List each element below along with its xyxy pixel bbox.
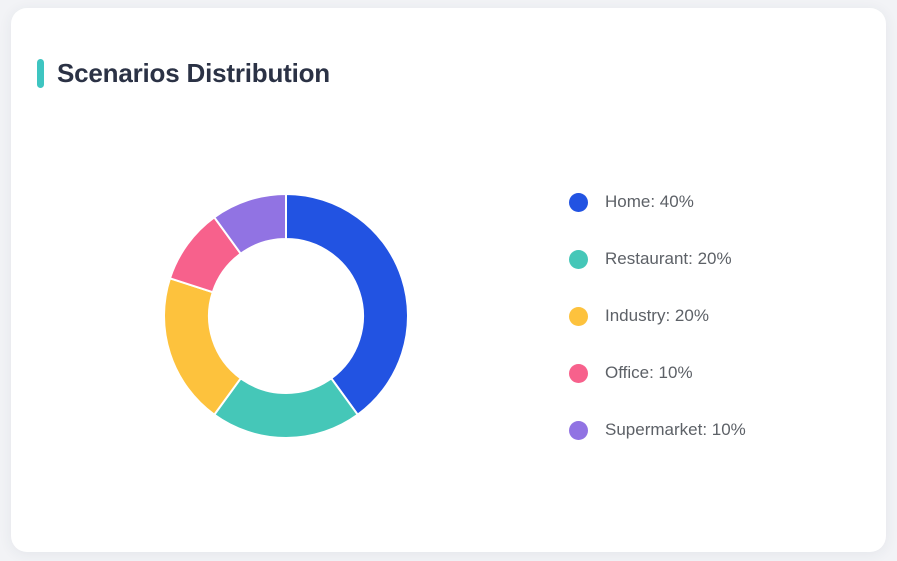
donut-segment-industry[interactable]	[163, 277, 242, 416]
legend-label-restaurant: Restaurant: 20%	[605, 249, 732, 268]
card-header: Scenarios Distribution	[37, 58, 330, 89]
donut-segment-restaurant[interactable]	[213, 377, 359, 439]
legend-label-home: Home: 40%	[605, 192, 694, 211]
donut-chart-svg	[163, 193, 409, 439]
chart-legend: Home: 40% Restaurant: 20% Industry: 20% …	[569, 192, 746, 440]
legend-swatch-office	[569, 363, 588, 383]
card-title: Scenarios Distribution	[57, 58, 330, 88]
scenarios-distribution-card: Scenarios Distribution Home: 40% Restaur…	[11, 8, 886, 552]
legend-item-industry[interactable]: Industry: 20%	[569, 306, 746, 326]
legend-swatch-supermarket	[569, 420, 588, 440]
donut-segment-home[interactable]	[285, 193, 409, 416]
legend-swatch-industry	[569, 306, 588, 326]
legend-label-supermarket: Supermarket: 10%	[605, 420, 746, 439]
legend-label-office: Office: 10%	[605, 363, 693, 382]
legend-swatch-restaurant	[569, 249, 588, 269]
donut-chart	[161, 191, 411, 441]
donut-segment-supermarket[interactable]	[213, 193, 287, 255]
legend-item-supermarket[interactable]: Supermarket: 10%	[569, 420, 746, 440]
legend-item-office[interactable]: Office: 10%	[569, 363, 746, 383]
title-accent-bar	[37, 59, 44, 88]
legend-label-industry: Industry: 20%	[605, 306, 709, 325]
legend-swatch-home	[569, 192, 588, 212]
legend-item-restaurant[interactable]: Restaurant: 20%	[569, 249, 746, 269]
legend-item-home[interactable]: Home: 40%	[569, 192, 746, 212]
